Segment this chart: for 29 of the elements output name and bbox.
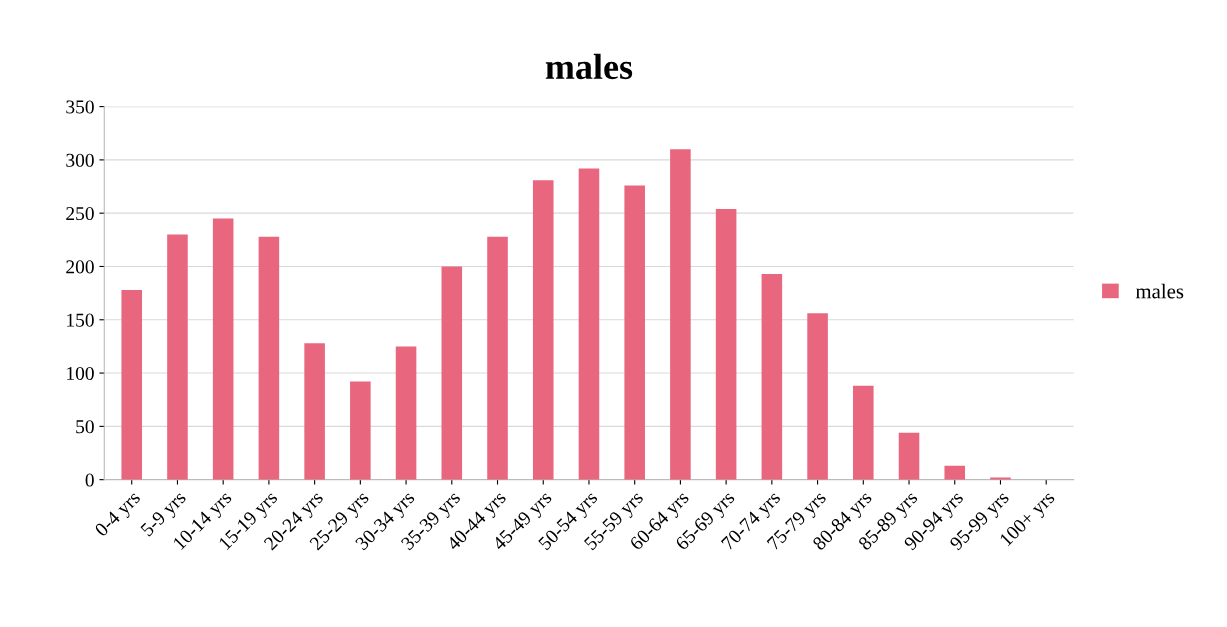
y-tick-label: 50: [76, 420, 94, 434]
bar: [944, 465, 966, 480]
bar: [624, 185, 645, 480]
bar: [258, 236, 280, 480]
bar: [212, 218, 234, 480]
bar: [167, 234, 188, 480]
chart-title: males: [545, 53, 633, 80]
y-tick-label: 300: [66, 153, 94, 167]
y-tick-label: 200: [66, 260, 94, 274]
bar: [761, 273, 783, 480]
bar: [395, 346, 417, 480]
bar: [121, 289, 143, 480]
y-tick-label: 150: [67, 313, 94, 327]
legend-label: males: [1135, 283, 1184, 299]
y-tick-label: 100: [67, 366, 94, 380]
bar: [487, 236, 508, 480]
bar: [853, 385, 874, 480]
y-tick-label: 0: [85, 473, 94, 487]
bar: [441, 266, 463, 480]
bar: [715, 208, 737, 480]
y-tick-label: 250: [66, 207, 94, 221]
y-tick-label: 350: [66, 100, 94, 114]
bar: [350, 381, 371, 480]
bar: [670, 149, 691, 480]
bar: [532, 180, 554, 480]
bar: [807, 313, 828, 480]
bar: [578, 168, 600, 480]
bar: [898, 432, 920, 480]
bar: [304, 343, 325, 480]
